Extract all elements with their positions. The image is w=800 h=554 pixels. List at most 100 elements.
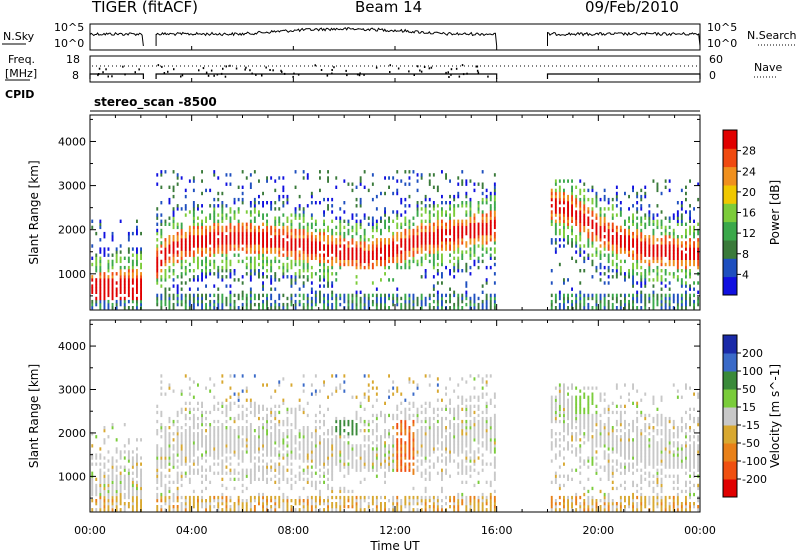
- heatmap-cell: [184, 244, 187, 248]
- heatmap-cell: [262, 222, 264, 226]
- heatmap-cell: [595, 213, 598, 217]
- heatmap-cell: [489, 216, 492, 220]
- heatmap-cell: [685, 259, 687, 264]
- heatmap-cell: [306, 471, 309, 475]
- heatmap-cell: [636, 293, 639, 298]
- heatmap-cell: [640, 306, 643, 310]
- heatmap-cell: [392, 456, 395, 460]
- heatmap-cell: [380, 244, 382, 248]
- heatmap-cell: [160, 505, 163, 509]
- heatmap-cell: [396, 250, 399, 254]
- heatmap-cell: [172, 269, 175, 273]
- heatmap-cell: [424, 419, 427, 424]
- heatmap-cell: [408, 228, 411, 233]
- heatmap-cell: [412, 471, 415, 475]
- heatmap-cell: [453, 293, 456, 298]
- heatmap-cell: [209, 204, 212, 208]
- heatmap-cell: [648, 259, 651, 264]
- heatmap-cell: [294, 419, 297, 424]
- heatmap-cell: [640, 194, 643, 199]
- heatmap-cell: [558, 210, 561, 214]
- heatmap-cell: [201, 480, 203, 484]
- heatmap-cell: [278, 456, 281, 460]
- freq-point: [181, 74, 184, 77]
- heatmap-cell: [192, 468, 195, 472]
- heatmap-cell: [359, 401, 362, 405]
- heatmap-cell: [140, 499, 142, 503]
- heatmap-cell: [489, 302, 492, 307]
- heatmap-cell: [351, 306, 354, 310]
- heatmap-cell: [668, 225, 671, 230]
- heatmap-cell: [404, 505, 407, 509]
- heatmap-cell: [262, 432, 264, 436]
- heatmap-cell: [127, 480, 130, 484]
- heatmap-cell: [676, 256, 679, 260]
- heatmap-cell: [266, 269, 268, 273]
- heatmap-cell: [95, 296, 98, 301]
- heatmap-cell: [347, 231, 350, 236]
- heatmap-cell: [233, 432, 236, 436]
- heatmap-cell: [339, 225, 342, 230]
- heatmap-cell: [160, 392, 163, 396]
- heatmap-cell: [115, 502, 118, 506]
- heatmap-cell: [477, 296, 480, 301]
- heatmap-cell: [575, 197, 578, 202]
- heatmap-cell: [672, 275, 675, 279]
- heatmap-cell: [176, 207, 179, 211]
- heatmap-cell: [119, 299, 122, 304]
- heatmap-cell: [282, 262, 285, 267]
- heatmap-cell: [392, 259, 395, 264]
- heatmap-cell: [103, 474, 106, 478]
- heatmap-cell: [197, 438, 199, 442]
- heatmap-cell: [640, 204, 643, 208]
- heatmap-cell: [355, 222, 358, 226]
- heatmap-cell: [270, 426, 273, 430]
- heatmap-cell: [595, 253, 598, 257]
- heatmap-cell: [103, 489, 106, 494]
- heatmap-cell: [233, 247, 236, 251]
- heatmap-cell: [424, 499, 427, 503]
- heatmap-cell: [245, 426, 248, 430]
- heatmap-cell: [221, 471, 224, 475]
- heatmap-cell: [306, 222, 309, 226]
- heatmap-cell: [119, 250, 122, 254]
- heatmap-cell: [384, 225, 386, 230]
- heatmap-cell: [367, 188, 370, 193]
- heatmap-cell: [298, 216, 301, 220]
- heatmap-cell: [563, 194, 565, 199]
- heatmap-cell: [469, 225, 472, 230]
- heatmap-cell: [274, 247, 277, 251]
- heatmap-cell: [164, 459, 167, 463]
- heatmap-cell: [180, 222, 183, 226]
- heatmap-cell: [640, 250, 643, 254]
- heatmap-cell: [298, 194, 301, 199]
- heatmap-cell: [172, 259, 175, 264]
- heatmap-cell: [408, 253, 411, 257]
- heatmap-cell: [249, 438, 252, 442]
- heatmap-cell: [685, 228, 687, 233]
- heatmap-cell: [343, 247, 346, 251]
- heatmap-cell: [375, 444, 378, 448]
- heatmap-cell: [156, 404, 159, 408]
- heatmap-cell: [237, 207, 240, 211]
- heatmap-cell: [140, 489, 142, 494]
- heatmap-cell: [213, 450, 216, 454]
- heatmap-cell: [619, 250, 622, 254]
- heatmap-cell: [294, 435, 297, 439]
- heatmap-cell: [249, 185, 252, 189]
- heatmap-cell: [266, 201, 268, 205]
- heatmap-cell: [306, 278, 309, 282]
- heatmap-cell: [233, 468, 236, 472]
- heatmap-cell: [485, 231, 488, 236]
- heatmap-cell: [416, 435, 419, 439]
- heatmap-cell: [221, 269, 224, 273]
- heatmap-cell: [201, 499, 203, 503]
- heatmap-cell: [331, 290, 334, 294]
- heatmap-cell: [331, 238, 334, 242]
- heatmap-cell: [262, 306, 264, 310]
- heatmap-cell: [164, 256, 167, 260]
- heatmap-cell: [567, 207, 569, 211]
- heatmap-cell: [571, 225, 573, 230]
- heatmap-cell: [400, 392, 403, 396]
- heatmap-cell: [412, 453, 415, 457]
